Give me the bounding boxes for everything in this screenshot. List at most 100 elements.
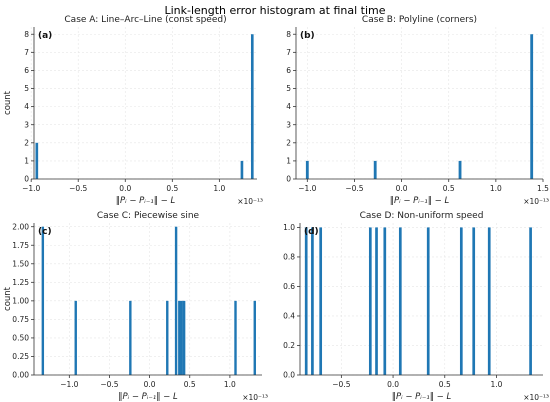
histogram-bar (240, 160, 244, 179)
x-tick-label: 0.5 (443, 184, 455, 193)
y-tick-label: 0.2 (283, 341, 295, 350)
histogram-bar (383, 227, 387, 375)
y-tick-label: 8 (286, 30, 291, 39)
y-tick-label: 1.25 (12, 278, 29, 287)
histogram-bar (74, 300, 77, 375)
y-tick-label: 7 (24, 48, 29, 57)
y-tick-label: 0.50 (12, 334, 29, 343)
subplot-title: Case D: Non-uniform speed (360, 211, 484, 221)
subplot-b: −1.0 −0.5 0.0 0.5 1.0 1.5 0 1 2 3 4 5 6 7 8 Case B: Pol… (286, 15, 549, 206)
panel-label: (c) (38, 227, 52, 237)
x-tick-label: −0.5 (100, 380, 118, 389)
y-tick-label: 3 (286, 120, 291, 129)
x-tick-label: 0.5 (166, 184, 178, 193)
histogram-bar (375, 227, 378, 375)
x-tick-label: 1.0 (490, 184, 502, 193)
x-tick-label: 0.0 (396, 184, 408, 193)
histogram-bar (373, 160, 377, 179)
x-offset-text: ×10⁻¹³ (242, 393, 268, 402)
histogram-bar (472, 227, 476, 375)
y-tick-label: 0.4 (283, 312, 295, 321)
y-tick-label: 5 (286, 84, 291, 93)
y-tick-label: 0.25 (12, 352, 29, 361)
histogram-bar (319, 227, 323, 375)
subplot-title: Case A: Line–Arc–Line (const speed) (64, 15, 226, 25)
histogram-bar (368, 227, 372, 375)
x-offset-text: ×10⁻¹³ (237, 197, 263, 206)
y-tick-label: 0.00 (12, 371, 29, 380)
figure-title: Link-length error histogram at final tim… (164, 4, 385, 17)
subplot-a: −1.0 −0.5 0.0 0.5 1.0 0 1 2 3 4 5 6 7 8 Case A: Line–A… (3, 15, 263, 206)
histogram-bar (41, 226, 45, 375)
x-offset-text: ×10⁻¹³ (523, 197, 549, 206)
x-tick-label: 0.5 (439, 380, 451, 389)
x-axis-label: ‖Pᵢ − Pᵢ₋₁‖ − L (390, 196, 450, 206)
histogram-bar (305, 160, 309, 179)
histogram-bar (180, 300, 183, 375)
histogram-bar (530, 34, 534, 179)
histogram-bar (35, 142, 39, 179)
x-tick-label: 1.5 (537, 184, 549, 193)
y-tick-label: 2 (286, 138, 291, 147)
y-tick-label: 6 (286, 66, 291, 75)
y-tick-label: 0 (286, 175, 291, 184)
histogram-bar (529, 227, 532, 375)
x-tick-label: 0.0 (119, 184, 131, 193)
subplot-title: Case B: Polyline (corners) (362, 15, 477, 25)
histogram-bar (178, 300, 181, 375)
y-tick-label: 1.00 (12, 296, 29, 305)
x-tick-label: 0.0 (387, 380, 399, 389)
y-tick-label: 0.0 (283, 371, 295, 380)
y-tick-label: 4 (286, 102, 291, 111)
x-offset-text: ×10⁻¹³ (523, 393, 549, 402)
y-tick-label: 6 (24, 66, 29, 75)
y-tick-label: 2.00 (12, 222, 29, 231)
y-tick-label: 7 (286, 48, 291, 57)
x-tick-label: −0.5 (345, 184, 363, 193)
x-tick-label: 0.0 (144, 380, 156, 389)
panel-label: (d) (304, 227, 319, 237)
histogram-bar (182, 300, 186, 375)
x-axis-label: ‖Pᵢ − Pᵢ₋₁‖ − L (116, 196, 176, 206)
x-axis-label: ‖Pᵢ − Pᵢ₋₁‖ − L (118, 392, 178, 402)
histogram-bar (426, 227, 430, 375)
histogram-bar (234, 300, 237, 375)
y-tick-label: 0.6 (283, 282, 295, 291)
y-tick-label: 0.75 (12, 315, 29, 324)
subplot-d: −0.5 0.0 0.5 1.0 0.0 0.2 0.4 0.6 0.8 1.0 Case D: N… (283, 211, 549, 402)
histogram-bar (253, 300, 256, 375)
x-axis-label: ‖Pᵢ − Pᵢ₋₁‖ − L (392, 392, 452, 402)
histogram-bar (174, 226, 178, 375)
histogram-bar (304, 227, 308, 375)
x-tick-label: 1.0 (213, 184, 225, 193)
x-tick-label: 1.0 (490, 380, 502, 389)
histogram-bar (166, 300, 169, 375)
histogram-bar (129, 300, 132, 375)
histogram-bar (250, 34, 254, 179)
y-axis-label: count (3, 90, 13, 115)
panel-label: (a) (38, 31, 52, 41)
subplot-title: Case C: Piecewise sine (97, 211, 200, 221)
x-tick-label: −1.0 (22, 184, 40, 193)
y-tick-label: 1.0 (283, 223, 295, 232)
y-tick-label: 1 (286, 157, 291, 166)
y-tick-label: 2 (24, 138, 29, 147)
x-tick-label: −1.0 (60, 380, 78, 389)
y-tick-label: 1.75 (12, 241, 29, 250)
x-tick-label: −0.5 (69, 184, 87, 193)
x-tick-label: −0.5 (332, 380, 350, 389)
y-tick-label: 3 (24, 120, 29, 129)
y-tick-label: 4 (24, 102, 29, 111)
y-tick-label: 5 (24, 84, 29, 93)
y-tick-label: 0 (24, 175, 29, 184)
y-tick-label: 8 (24, 30, 29, 39)
histogram-bar (458, 160, 462, 179)
y-tick-label: 1.50 (12, 259, 29, 268)
x-tick-label: 0.5 (184, 380, 196, 389)
y-tick-label: 1 (24, 157, 29, 166)
histogram-bar (487, 227, 491, 375)
x-tick-label: 1.0 (224, 380, 236, 389)
y-tick-label: 0.8 (283, 253, 295, 262)
x-tick-label: −1.0 (298, 184, 316, 193)
